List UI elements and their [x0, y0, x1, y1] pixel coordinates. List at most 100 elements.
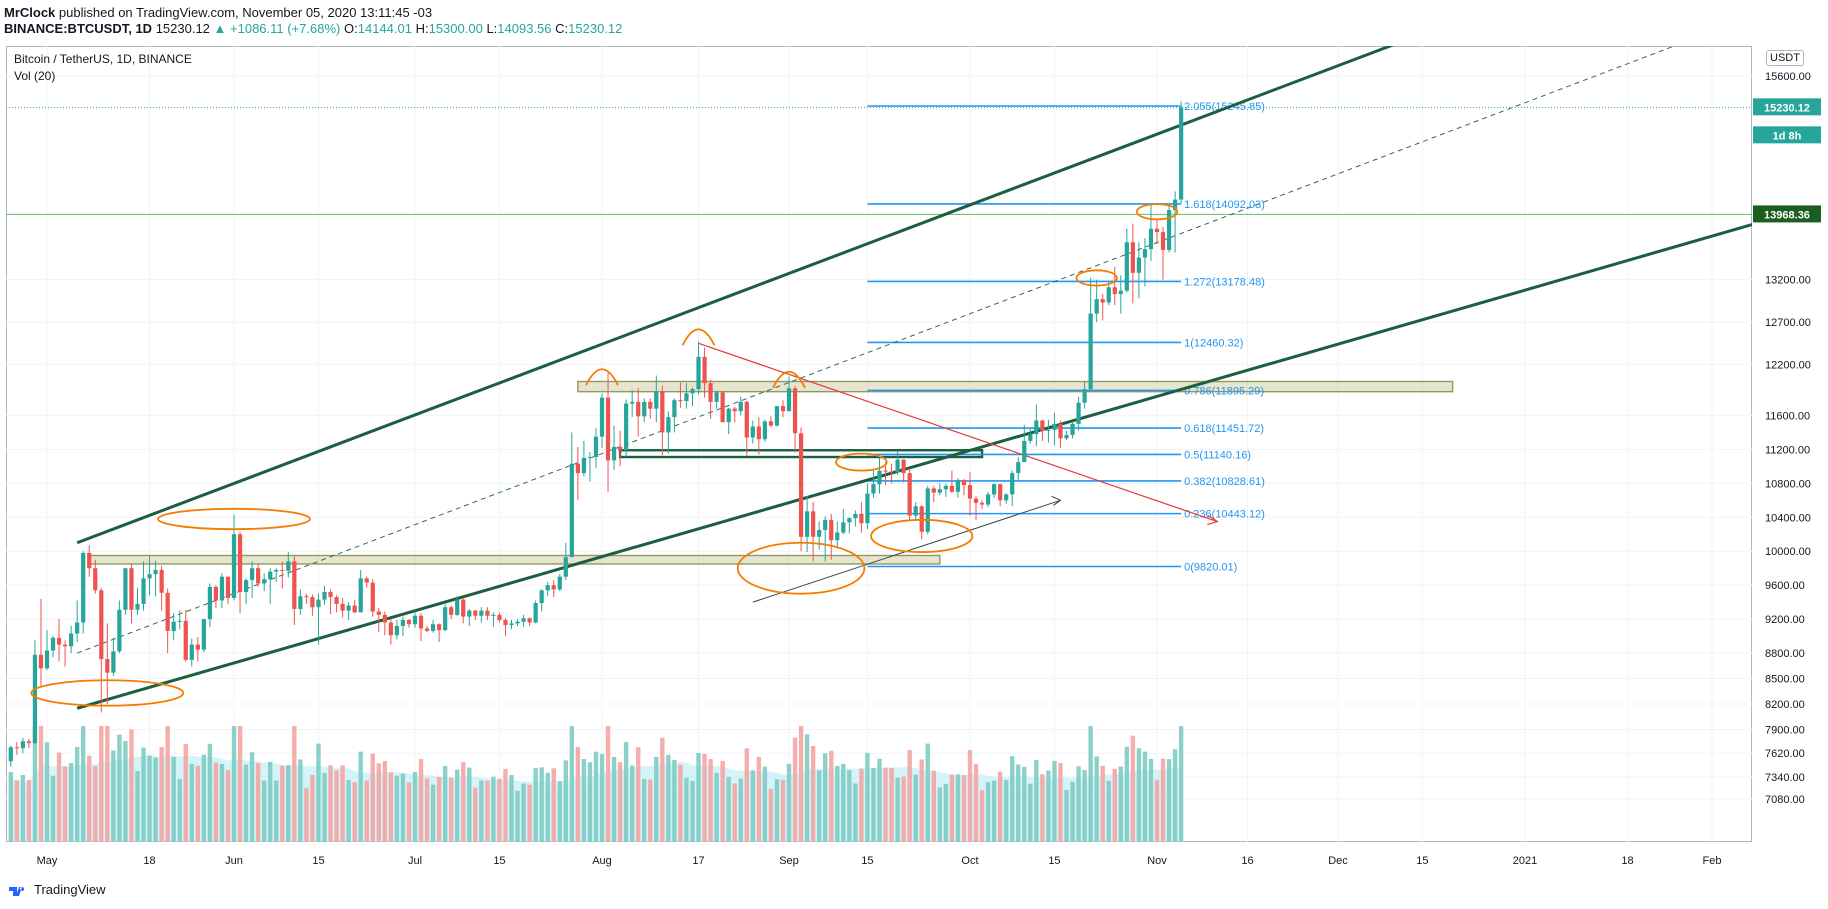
volume-bar — [129, 729, 134, 842]
volume-bar — [310, 774, 315, 842]
volume-bar — [424, 778, 430, 842]
volume-bar — [702, 753, 707, 842]
candle-body — [165, 592, 170, 632]
volume-bar — [1106, 780, 1111, 842]
candle-body — [792, 388, 798, 434]
legend-volume[interactable]: Vol (20) — [14, 69, 56, 83]
candle-body — [521, 618, 526, 622]
fib-level-label: 0.618(11451.72) — [1184, 423, 1264, 435]
candle-body — [967, 485, 973, 499]
candle-body — [1052, 423, 1057, 430]
volume-bar — [388, 772, 394, 842]
volume-bar — [997, 771, 1003, 842]
fib-level-label: 1.272(13178.48) — [1184, 276, 1265, 288]
volume-bar — [56, 752, 62, 842]
candle-body — [183, 620, 188, 660]
candle-body — [599, 397, 605, 437]
candle-body — [485, 610, 490, 616]
candle-body — [877, 470, 882, 485]
candle-body — [1094, 299, 1099, 314]
candle-body — [256, 568, 261, 584]
candle-body — [1142, 249, 1148, 258]
candle-body — [81, 552, 86, 623]
time-axis-label: Jul — [408, 855, 422, 867]
low-label: L: — [486, 21, 498, 36]
candle-body — [1112, 287, 1117, 295]
volume-bar — [907, 750, 912, 842]
volume-bar — [406, 782, 412, 842]
time-axis-label: Feb — [1703, 855, 1722, 867]
candle-body — [437, 624, 442, 631]
published-info: published on TradingView.com, November 0… — [58, 5, 433, 20]
candle-body — [32, 654, 38, 744]
candle-body — [762, 421, 767, 440]
brand-name[interactable]: TradingView — [34, 882, 106, 897]
volume-bar — [551, 768, 556, 842]
volume-bar — [394, 775, 400, 842]
volume-bar — [1028, 783, 1033, 842]
volume-bar — [292, 726, 297, 842]
candle-body — [443, 607, 448, 631]
candle-body — [376, 611, 381, 615]
volume-bar — [1148, 758, 1154, 842]
candle-body — [117, 609, 122, 652]
candle-body — [551, 585, 556, 590]
volume-bar — [949, 774, 955, 842]
volume-bar — [485, 780, 490, 842]
candle-body — [87, 552, 92, 569]
volume-bar — [93, 766, 98, 842]
legend-title[interactable]: Bitcoin / TetherUS, 1D, BINANCE — [14, 52, 192, 66]
price-axis-label: 15600.00 — [1765, 71, 1811, 83]
candle-body — [533, 603, 538, 623]
volume-bar — [32, 726, 38, 842]
candle-body — [93, 568, 98, 591]
candle-body — [889, 471, 894, 473]
candle-body — [1172, 199, 1178, 211]
time-axis-label: May — [37, 855, 58, 867]
candle-body — [624, 403, 629, 451]
price-axis-label: 12700.00 — [1765, 317, 1811, 329]
candle-body — [690, 389, 695, 394]
candle-body — [153, 569, 158, 575]
volume-bar — [340, 765, 345, 842]
time-axis-label: 2021 — [1513, 855, 1537, 867]
volume-bar — [527, 784, 532, 842]
candle-body — [1148, 228, 1154, 250]
candle-body — [147, 574, 152, 579]
volume-bar — [189, 763, 194, 842]
volume-bar — [135, 771, 140, 842]
candle-body — [780, 406, 786, 412]
volume-bar — [111, 750, 116, 842]
fib-level-label: 0(9820.01) — [1184, 562, 1237, 574]
candle-body — [141, 578, 146, 604]
currency-badge[interactable]: USDT — [1766, 50, 1804, 66]
candle-body — [50, 637, 56, 651]
volume-bar — [744, 748, 749, 842]
volume-bar — [1058, 762, 1063, 842]
annotation-ellipse — [157, 507, 311, 531]
candle-body — [949, 485, 955, 492]
candle-body — [274, 569, 279, 572]
candle-body — [660, 391, 665, 433]
volume-bar — [991, 780, 997, 842]
candle-body — [1088, 313, 1093, 390]
candle-body — [581, 457, 587, 474]
volume-bar — [491, 776, 496, 842]
volume-bar — [171, 757, 176, 842]
channel-mid-line — [76, 46, 1676, 654]
volume-bar — [1124, 746, 1130, 842]
volume-bar — [1003, 779, 1009, 842]
volume-bar — [141, 747, 146, 842]
volume-bar — [177, 779, 182, 842]
price-axis-label: 11200.00 — [1765, 444, 1810, 456]
volume-bar — [1046, 770, 1051, 842]
channel-lower-line — [76, 223, 1752, 710]
author-name[interactable]: MrClock — [4, 5, 56, 20]
candle-body — [883, 470, 888, 472]
candle-body — [973, 498, 979, 503]
candle-body — [346, 605, 351, 611]
candle-body — [1004, 494, 1009, 501]
volume-bar — [147, 755, 152, 842]
fib-level-label: 0.5(11140.16) — [1184, 449, 1251, 461]
